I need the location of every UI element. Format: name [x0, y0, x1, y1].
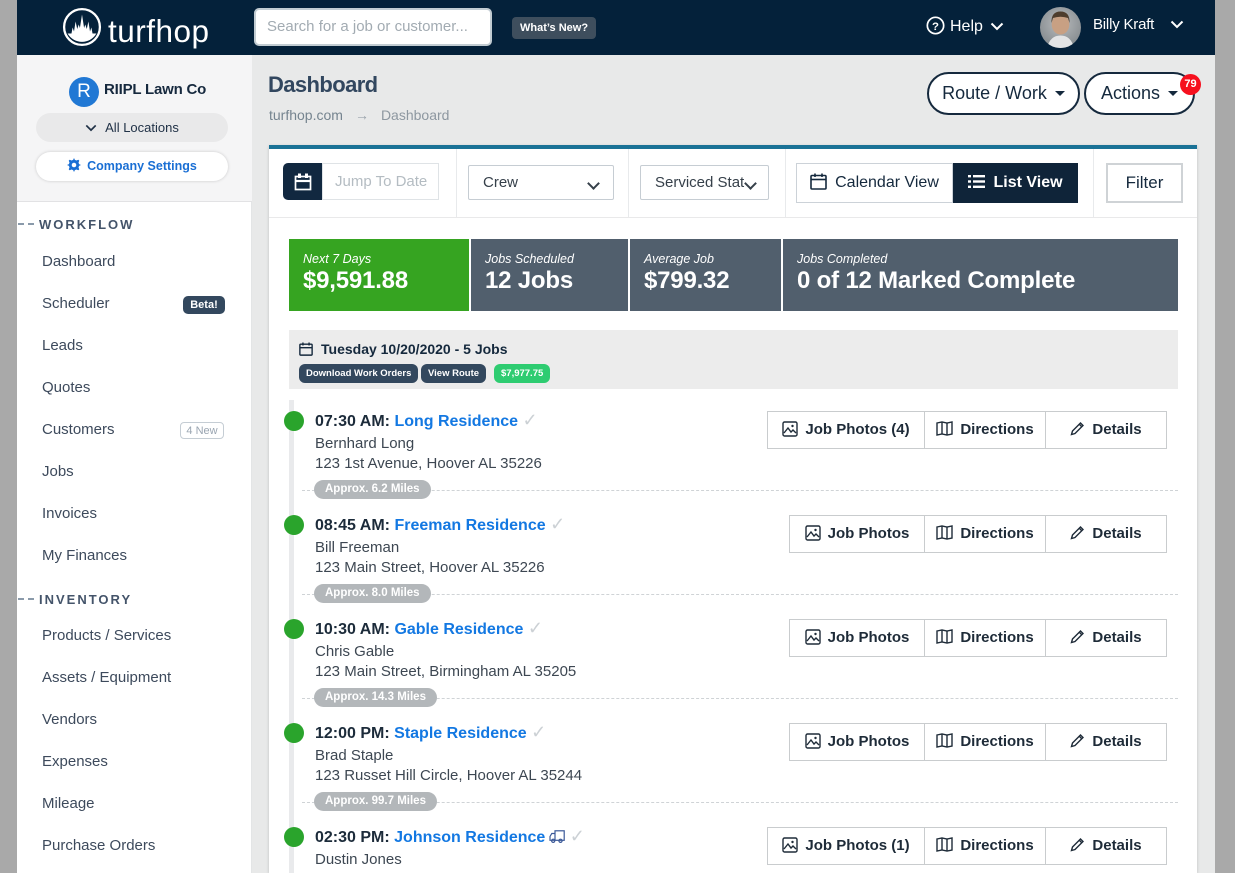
svg-text:?: ? [932, 21, 939, 33]
